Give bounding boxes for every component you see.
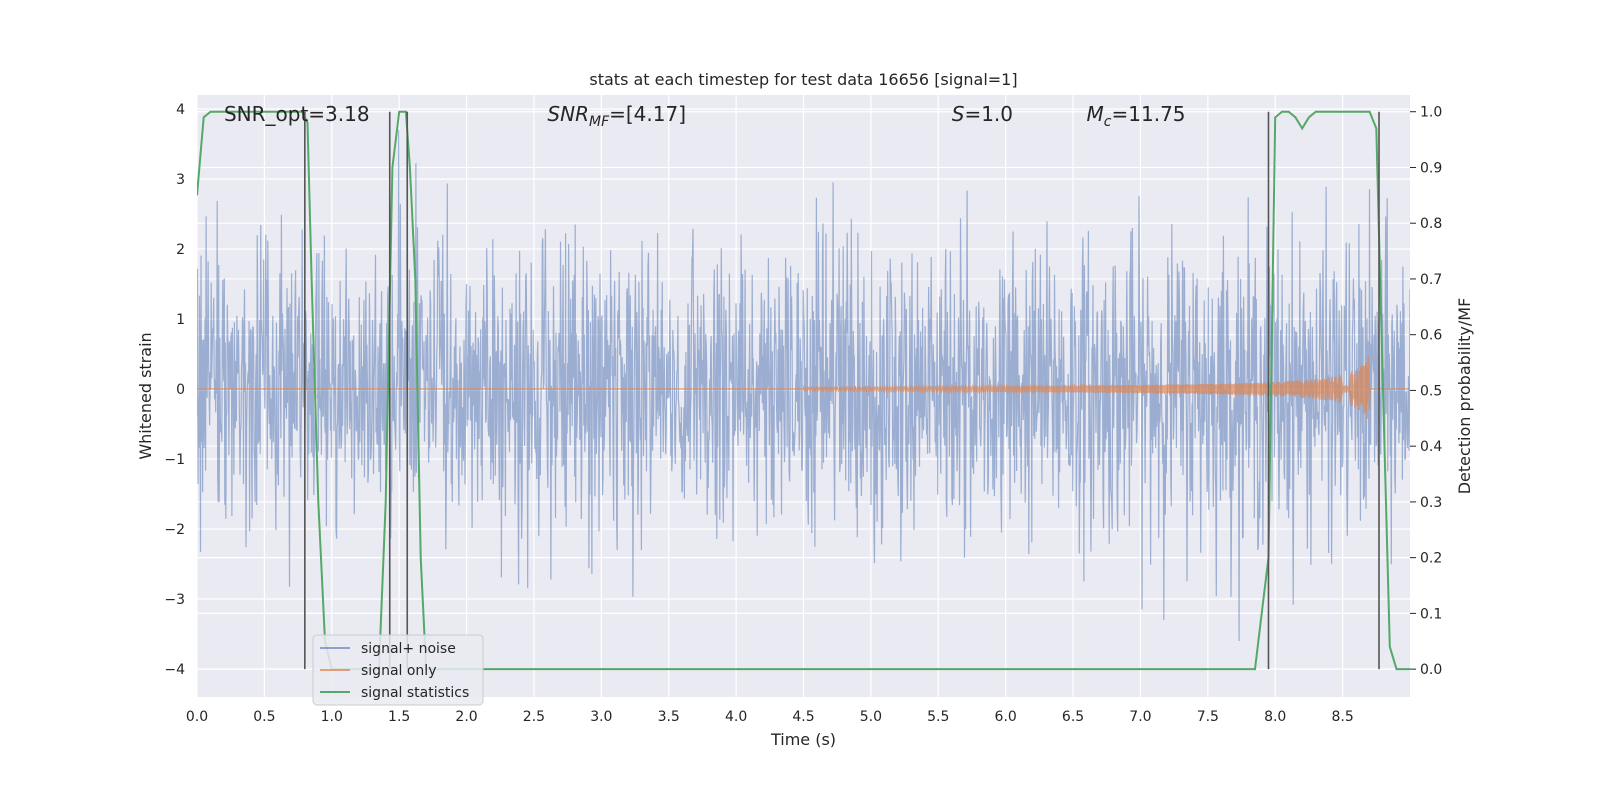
y-tick-label-left: 2 [176, 242, 185, 258]
y-tick-label-right: 0.4 [1420, 439, 1442, 455]
x-tick-label: 7.0 [1129, 709, 1151, 725]
legend-label-stat: signal statistics [361, 685, 469, 701]
y-tick-label-left: 3 [176, 172, 185, 188]
y-tick-label-right: 0.8 [1420, 216, 1442, 232]
x-tick-label: 0.0 [186, 709, 208, 725]
x-tick-label: 4.0 [725, 709, 747, 725]
y-tick-label-left: −1 [164, 452, 185, 468]
x-tick-label: 3.5 [658, 709, 680, 725]
x-tick-label: 0.5 [253, 709, 275, 725]
y-tick-label-right: 1.0 [1420, 105, 1442, 121]
y-tick-label-left: −4 [164, 662, 185, 678]
legend-label-signal: signal only [361, 663, 436, 679]
vertical-markers [304, 111, 1380, 670]
x-tick-label: 7.5 [1197, 709, 1219, 725]
x-tick-label: 1.0 [321, 709, 343, 725]
legend-box [312, 634, 484, 706]
y-tick-label-right: 0.5 [1420, 383, 1442, 399]
x-tick-label: 8.0 [1264, 709, 1286, 725]
series-signal-noise [197, 129, 1410, 642]
series-signal-only [197, 356, 1410, 420]
annotation: S=1.0 [952, 102, 1013, 126]
legend-label-noise: signal+ noise [361, 641, 456, 657]
legend: signal+ noise signal only signal statist… [312, 634, 484, 706]
y-axis-label-left: Whitened strain [136, 332, 155, 459]
x-tick-label: 5.5 [927, 709, 949, 725]
y-tick-label-right: 0.2 [1420, 551, 1442, 567]
y-tick-label-right: 0.0 [1420, 662, 1442, 678]
annotation: SNRMF=[4.17] [547, 102, 686, 130]
y-tick-label-right: 0.7 [1420, 272, 1442, 288]
x-tick-label: 6.0 [995, 709, 1017, 725]
x-tick-label: 6.5 [1062, 709, 1084, 725]
annotation: SNR_opt=3.18 [224, 102, 370, 126]
x-tick-label: 4.5 [792, 709, 814, 725]
x-axis-label: Time (s) [770, 730, 836, 749]
y-tick-label-right: 0.3 [1420, 495, 1442, 511]
y-tick-label-right: 0.9 [1420, 160, 1442, 176]
x-tick-label: 2.5 [523, 709, 545, 725]
x-tick-label: 1.5 [388, 709, 410, 725]
x-tick-label: 2.0 [455, 709, 477, 725]
y-tick-label-left: 0 [176, 382, 185, 398]
y-tick-label-right: 0.6 [1420, 328, 1442, 344]
axes: 0.0 0.5 1.0 1.5 2.0 2.5 3.0 3.5 4.0 4.5 5.0 5.5 6.0 6… [164, 102, 1442, 725]
y-tick-label-left: −2 [164, 522, 185, 538]
y-tick-label-right: 0.1 [1420, 606, 1442, 622]
x-tick-label: 3.0 [590, 709, 612, 725]
x-tick-label: 8.5 [1331, 709, 1353, 725]
y-axis-label-right: Detection probability/MF [1455, 298, 1474, 495]
x-tick-label: 5.0 [860, 709, 882, 725]
chart-title: stats at each timestep for test data 166… [589, 70, 1017, 89]
y-tick-label-left: 4 [176, 102, 185, 118]
annotations: SNR_opt=3.18 SNRMF=[4.17] S=1.0 Mc=11.75 [224, 102, 1186, 130]
y-tick-label-left: −3 [164, 592, 185, 608]
annotation: Mc=11.75 [1087, 102, 1186, 130]
y-tick-label-left: 1 [176, 312, 185, 328]
